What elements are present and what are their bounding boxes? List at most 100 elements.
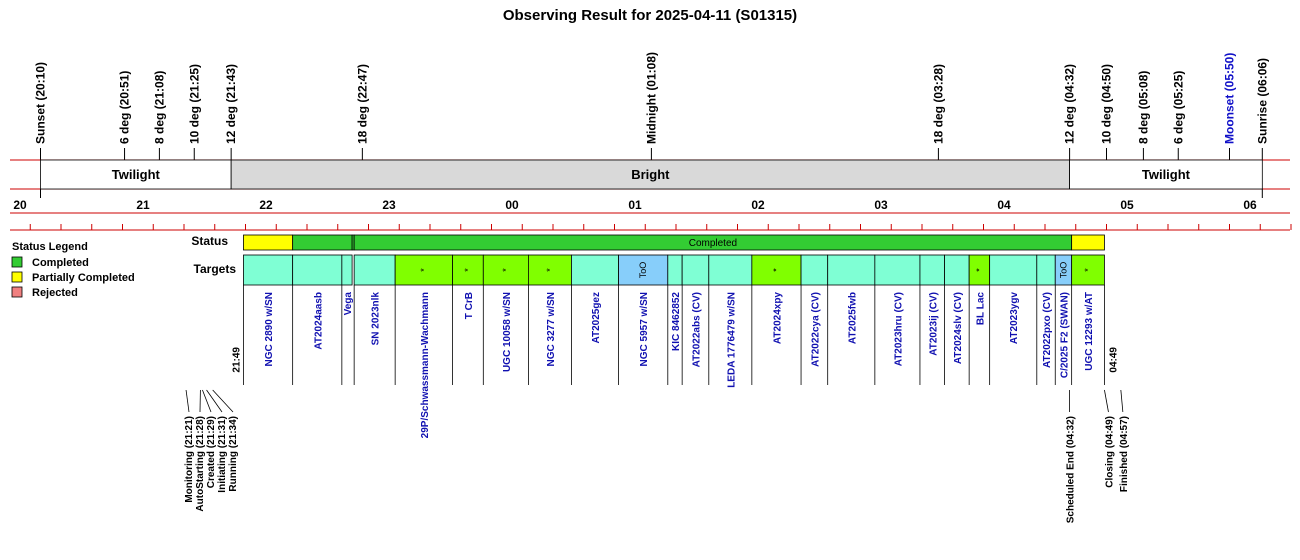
target-block (353, 254, 396, 286)
target-block (874, 254, 921, 286)
hour-label: 05 (1120, 198, 1134, 212)
status-row-label: Status (191, 234, 228, 248)
target-name: AT2023ij (CV) (928, 292, 939, 356)
end-time-label: 04:49 (1108, 347, 1119, 373)
target-mark: * (545, 268, 555, 272)
marker-label: 18 deg (22:47) (355, 64, 369, 144)
target-mark: * (501, 268, 511, 272)
sky-band-twilight (1069, 159, 1263, 190)
target-name: AT2022cya (CV) (810, 292, 821, 367)
target-mark: * (1083, 268, 1093, 272)
marker-label: 6 deg (05:25) (1171, 71, 1185, 144)
sky-band-label: Bright (631, 167, 670, 182)
target-block (681, 254, 710, 286)
target-name: SN 2023nlk (371, 292, 382, 346)
legend-title: Status Legend (12, 241, 88, 253)
marker-label: Sunset (20:10) (34, 62, 48, 144)
status-row: Status Completed (191, 234, 1105, 251)
target-block (571, 254, 620, 286)
event-leader (206, 389, 223, 413)
event-leader (185, 389, 190, 413)
chart-title: Observing Result for 2025-04-11 (S01315) (503, 7, 797, 24)
target-block (394, 254, 453, 286)
sky-band-twilight (40, 159, 232, 190)
hour-label: 00 (505, 198, 519, 212)
target-name: AT2023ygv (1009, 292, 1020, 345)
target-mark: ToO (638, 262, 648, 279)
hour-label: 21 (136, 198, 150, 212)
marker-label: 10 deg (04:50) (1100, 64, 1114, 144)
marker-label: 12 deg (21:43) (224, 64, 238, 144)
marker-label: 18 deg (03:28) (931, 64, 945, 144)
target-name: C/2025 F2 (SWAN) (1059, 292, 1070, 378)
hour-axis: 20 21 22 23 00 01 02 03 04 05 06 (10, 198, 1292, 231)
target-block (528, 254, 572, 286)
target-mark: ToO (1058, 262, 1068, 279)
marker-label: 12 deg (04:32) (1063, 64, 1077, 144)
sky-condition-bands: Twilight Bright Twilight (10, 159, 1290, 198)
target-block (989, 254, 1038, 286)
target-name: AT2024slv (CV) (953, 292, 964, 364)
target-names: NGC 2890 w/SN AT2024aasb Vega SN 2023nlk 29P… (231, 285, 1119, 438)
target-name: KIC 8462852 (671, 292, 682, 351)
target-name: 29P/Schwassmann-Wachmann (420, 292, 431, 438)
marker-label: Sunrise (06:06) (1255, 58, 1269, 144)
hour-label: 20 (13, 198, 27, 212)
hour-label: 02 (751, 198, 765, 212)
target-name: NGC 5957 w/SN (639, 292, 650, 366)
sky-band-bright (230, 159, 1071, 190)
event-label: Scheduled End (04:32) (1066, 416, 1077, 523)
status-segment-partial (1071, 234, 1105, 251)
target-block (827, 254, 876, 286)
target-mark: * (463, 268, 473, 272)
legend-swatch (11, 286, 23, 298)
event-label: Running (21:34) (228, 416, 239, 492)
legend-swatch (11, 271, 23, 283)
target-name: AT2025fwb (847, 292, 858, 344)
event-label: Closing (04:49) (1104, 416, 1115, 488)
event-label: Finished (04:57) (1119, 416, 1130, 492)
target-block (944, 254, 970, 286)
status-legend: Status Legend Completed Partially Complete… (11, 241, 135, 299)
legend-label: Rejected (32, 287, 78, 299)
target-name: UGC 10058 w/SN (502, 292, 513, 372)
status-segment-completed (292, 234, 353, 251)
target-block (751, 254, 802, 286)
target-name: LEDA 1776479 w/SN (726, 292, 737, 388)
sky-band-label: Twilight (1142, 167, 1191, 182)
target-block (1071, 254, 1105, 286)
hour-label: 23 (382, 198, 396, 212)
target-name: AT2025gez (591, 292, 602, 344)
marker-label: Midnight (01:08) (644, 52, 658, 144)
marker-label: 6 deg (20:51) (118, 71, 132, 144)
marker-label: 8 deg (21:08) (152, 71, 166, 144)
legend-label: Completed (32, 257, 89, 269)
target-name: NGC 3277 w/SN (546, 292, 557, 366)
target-mark: * (419, 268, 429, 272)
target-block (341, 254, 353, 286)
target-block (667, 254, 683, 286)
target-block (919, 254, 945, 286)
target-name: T CrB (464, 292, 475, 319)
marker-label: Moonset (05:50) (1223, 53, 1237, 144)
observation-events: Monitoring (21:21) AutoStarting (21:28) Cr… (184, 389, 1130, 523)
target-block (800, 254, 829, 286)
target-name: AT2024xpy (772, 292, 783, 345)
event-label: Monitoring (21:21) (184, 416, 195, 503)
legend-label: Partially Completed (32, 272, 135, 284)
hour-label: 22 (259, 198, 273, 212)
start-time-label: 21:49 (231, 347, 242, 373)
hour-label: 03 (874, 198, 888, 212)
target-mark: * (974, 268, 984, 272)
target-name: AT2022pxo (CV) (1042, 292, 1053, 368)
status-segment-label: Completed (689, 238, 737, 249)
target-name: UGC 12293 w/AT (1084, 292, 1095, 371)
event-leader (1120, 389, 1124, 413)
twilight-markers: Sunset (20:10) 6 deg (20:51) 8 deg (21:08)… (34, 52, 1269, 160)
target-name: Vega (343, 292, 354, 316)
target-name: NGC 2890 w/SN (264, 292, 275, 366)
target-block (708, 254, 753, 286)
event-leader (202, 389, 212, 413)
status-segment-partial (243, 234, 294, 251)
event-leader (212, 389, 234, 413)
